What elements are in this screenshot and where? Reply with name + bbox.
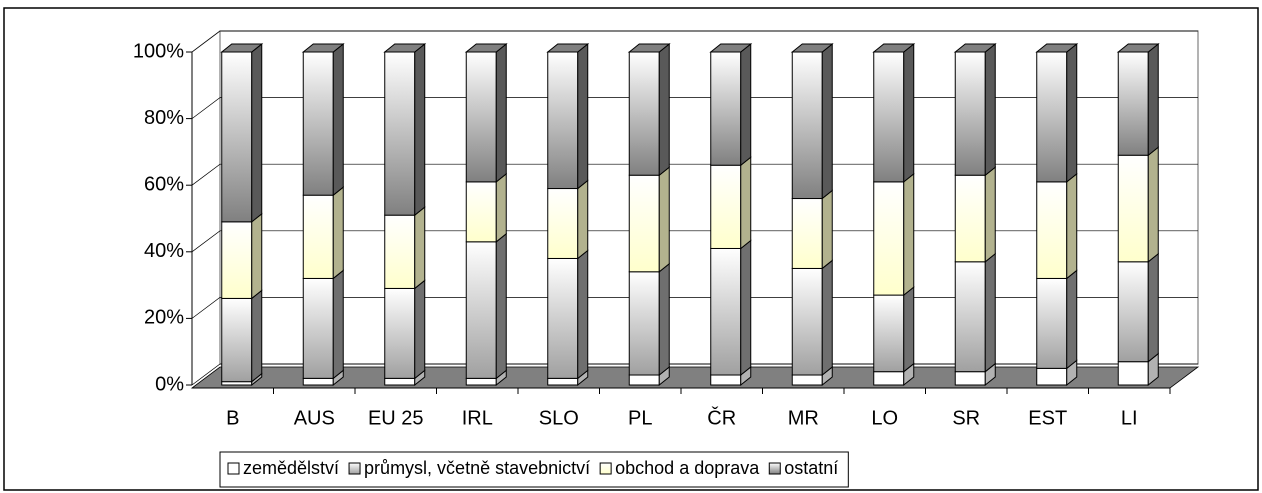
bar-segment — [384, 206, 426, 290]
bar-segment — [301, 42, 345, 197]
x-tick-label: LO — [871, 407, 898, 429]
legend-swatch — [599, 462, 612, 475]
bar-segment — [1117, 352, 1159, 387]
legend-swatch — [227, 462, 240, 475]
bar-segment — [791, 259, 833, 377]
bar-segment — [873, 286, 915, 373]
x-tick-label: EST — [1028, 407, 1067, 429]
y-tick-label: 60% — [144, 173, 184, 195]
y-tick-label: 40% — [144, 240, 184, 262]
bar-segment — [221, 289, 263, 383]
bar-segment — [302, 186, 344, 280]
x-tick-label: MR — [788, 407, 819, 429]
bar-segment — [873, 172, 915, 297]
x-tick-label: ČR — [707, 406, 736, 429]
bar-segment — [1116, 42, 1160, 157]
y-tick-label: 0% — [155, 373, 184, 395]
x-tick-label: SLO — [539, 407, 579, 429]
bar-segment — [1117, 146, 1159, 263]
bar-segment — [710, 239, 752, 377]
y-tick-label: 20% — [144, 307, 184, 329]
x-tick-label: B — [226, 407, 239, 429]
x-tick-label: LI — [1121, 407, 1138, 429]
x-tick-label: EU 25 — [368, 407, 424, 429]
bar-segment — [464, 42, 508, 183]
bar-segment — [302, 269, 344, 380]
grid-line — [191, 97, 1198, 119]
bar-segment — [791, 365, 833, 387]
grid-line — [191, 30, 1198, 53]
legend-box — [219, 451, 849, 488]
x-tick-label: IRL — [462, 407, 493, 429]
bar-segment — [709, 42, 753, 167]
bar-segment — [791, 189, 833, 270]
x-tick-label: SR — [952, 407, 980, 429]
bar-segment — [384, 279, 426, 380]
bar-segment — [546, 42, 590, 190]
bar-segment — [465, 172, 507, 243]
legend-label: průmysl, včetně stavebnictví — [364, 458, 590, 478]
legend-label: ostatní — [784, 458, 838, 478]
bar-segment — [547, 179, 589, 260]
x-tick-label: PL — [628, 407, 652, 429]
bar-segment — [627, 42, 671, 177]
grid-line — [191, 230, 1198, 253]
bar-segment — [220, 42, 264, 223]
grid-line — [191, 297, 1198, 319]
bar-segment — [1036, 269, 1078, 370]
y-tick-label: 80% — [144, 107, 184, 129]
y-tick-label: 100% — [133, 40, 184, 62]
bar-segment — [1035, 42, 1079, 183]
bar-segment — [628, 166, 670, 273]
x-tick-label: AUS — [294, 407, 335, 429]
bar-segment — [628, 262, 670, 377]
bar-segment — [221, 212, 263, 300]
bar-segment — [954, 166, 996, 263]
legend-swatch — [768, 462, 781, 475]
bar-segment — [710, 156, 752, 250]
bar-segment — [954, 252, 996, 373]
legend-label: obchod a doprava — [615, 458, 760, 478]
legend-swatch — [348, 462, 361, 475]
bar-segment — [383, 42, 427, 217]
bar-segment — [1117, 252, 1159, 363]
bar-segment — [873, 362, 915, 387]
bar-segment — [547, 249, 589, 380]
grid-line — [191, 163, 1198, 186]
bar-segment — [953, 42, 997, 177]
legend: zemědělství průmysl, včetně stavebnictví o… — [219, 451, 849, 488]
legend-label: zemědělství — [243, 458, 339, 478]
grid-line — [191, 363, 1198, 386]
bar-segment — [872, 42, 916, 183]
bar-segment — [790, 42, 834, 200]
bar-segment — [1036, 172, 1078, 280]
bar-segment — [465, 232, 507, 380]
bar-segment — [954, 362, 996, 387]
